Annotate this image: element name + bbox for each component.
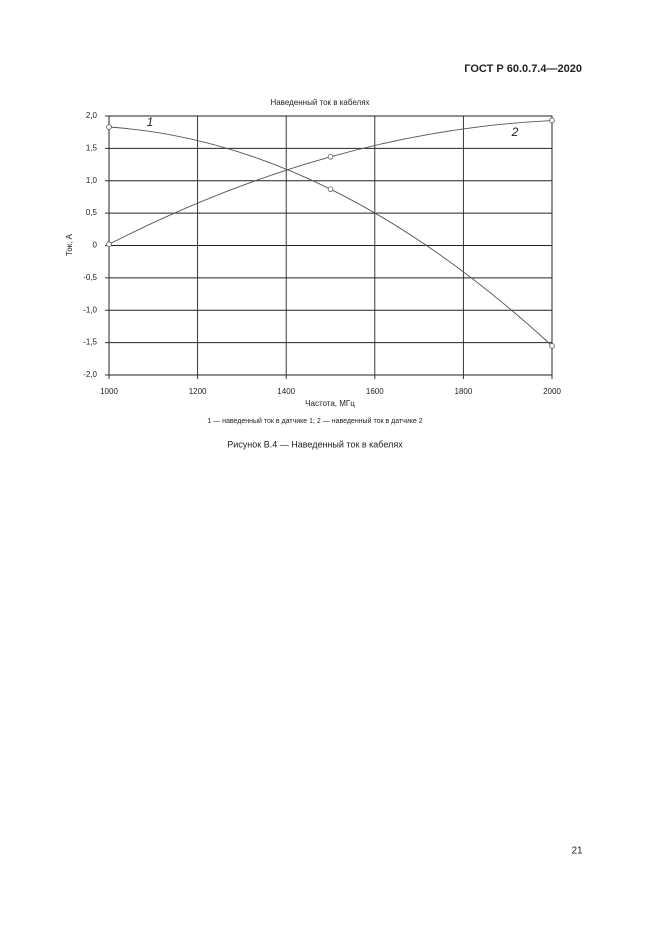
y-axis-label: Ток, А (65, 233, 74, 256)
y-tick-label: 0,5 (86, 208, 98, 217)
y-tick-label: -2,0 (83, 370, 97, 379)
x-tick-label: 1400 (277, 387, 295, 396)
legend-note: 1 — наведенный ток в датчике 1; 2 — наве… (207, 417, 422, 425)
figure-caption: Рисунок В.4 — Наведенный ток в кабелях (227, 439, 403, 449)
data-point (327, 153, 334, 160)
y-tick-label: 1,5 (86, 143, 98, 152)
x-axis-label: Частота, МГц (305, 399, 355, 408)
series-label: 1 (147, 115, 154, 129)
y-tick-label: -1,5 (83, 338, 97, 347)
y-tick-label: 2,0 (86, 111, 98, 120)
x-tick-label: 1600 (366, 387, 384, 396)
y-tick-label: 0 (93, 241, 98, 250)
data-point (327, 186, 334, 192)
x-tick-label: 1800 (455, 387, 473, 396)
page-number: 21 (571, 846, 583, 857)
y-tick-label: -0,5 (83, 273, 97, 282)
series-label: 2 (511, 125, 519, 139)
data-point (106, 124, 112, 130)
page-header: ГОСТ Р 60.0.7.4—2020 (464, 63, 582, 75)
data-point (549, 343, 555, 349)
y-tick-label: -1,0 (83, 305, 97, 314)
x-tick-label: 1200 (189, 387, 207, 396)
x-tick-label: 2000 (543, 387, 561, 396)
chart-title: Наведенный ток в кабелях (270, 98, 369, 107)
y-tick-label: 1,0 (86, 176, 98, 185)
x-tick-label: 1000 (100, 387, 118, 396)
data-point (549, 117, 555, 124)
data-point (106, 241, 112, 248)
